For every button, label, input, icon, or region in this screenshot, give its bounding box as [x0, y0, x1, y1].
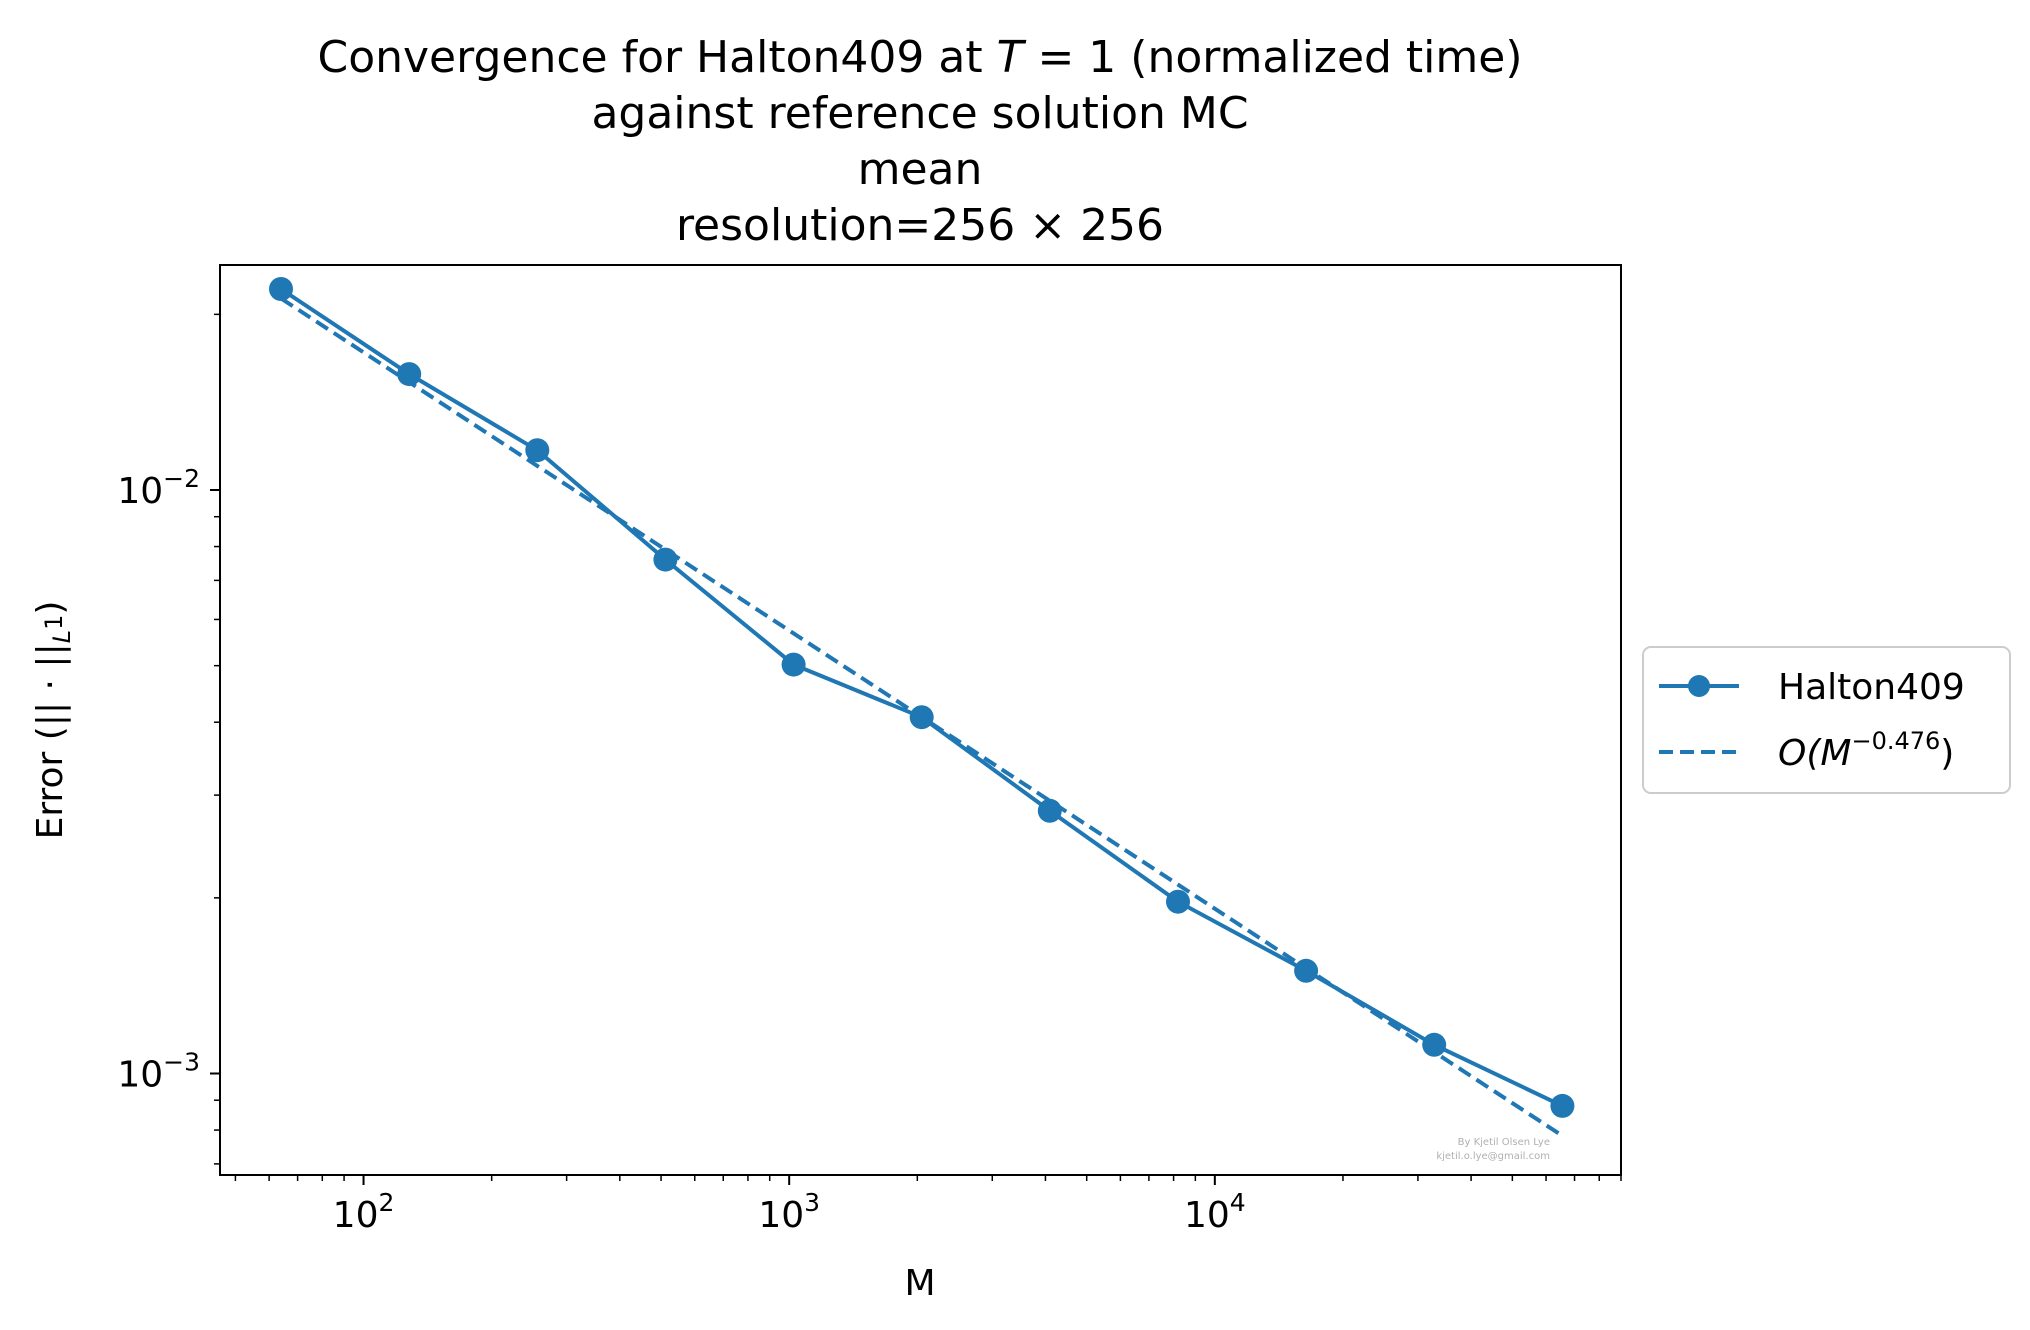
- series-halton409-points: [269, 277, 1575, 1118]
- title-line-2: against reference solution MC: [591, 88, 1248, 139]
- y-axis-ticks: [210, 313, 220, 1165]
- plot-area-frame: [219, 264, 1622, 1176]
- x-axis-tick-labels: 102 103 104: [333, 1188, 1246, 1236]
- legend: Halton409 O(M−0.476): [1642, 646, 2011, 794]
- legend-label-halton409: Halton409: [1778, 667, 1965, 708]
- x-tick-label: 102: [333, 1188, 395, 1236]
- data-point: [781, 652, 806, 677]
- chart-title: Convergence for Halton409 at T = 1 (norm…: [317, 32, 1522, 251]
- legend-entry-fit: O(M−0.476): [1659, 727, 1954, 774]
- x-tick-label: 103: [758, 1188, 820, 1236]
- x-tick-label: 104: [1184, 1188, 1246, 1236]
- data-point: [653, 547, 678, 572]
- data-point: [1422, 1032, 1447, 1057]
- watermark-line-1: By Kjetil Olsen Lye: [1458, 1137, 1550, 1148]
- y-tick-label: 10−2: [117, 464, 200, 512]
- x-axis-ticks: [234, 1175, 1622, 1185]
- legend-marker-halton409: [1688, 675, 1710, 697]
- data-point: [397, 362, 422, 387]
- x-axis-label: M: [904, 1263, 935, 1304]
- y-tick-label: 10−3: [117, 1048, 200, 1096]
- data-point: [1294, 958, 1319, 983]
- series-group: [269, 277, 1575, 1138]
- series-halton409-line: [279, 287, 1564, 1108]
- title-line-1: Convergence for Halton409 at T = 1 (norm…: [317, 32, 1522, 83]
- data-point: [525, 438, 550, 463]
- data-point: [1037, 798, 1062, 823]
- watermark: By Kjetil Olsen Lye kjetil.o.lye@gmail.c…: [1436, 1137, 1550, 1162]
- legend-label-fit: O(M−0.476): [1778, 727, 1954, 774]
- data-point: [269, 277, 293, 301]
- data-point: [909, 705, 934, 730]
- title-line-4: resolution=256 × 256: [676, 200, 1164, 251]
- data-point: [1166, 889, 1190, 914]
- y-axis-tick-labels: 10−3 10−2: [117, 464, 200, 1096]
- y-axis-label: Error (|| · ||L1): [30, 601, 76, 840]
- watermark-line-2: kjetil.o.lye@gmail.com: [1436, 1151, 1550, 1162]
- title-line-3: mean: [858, 144, 983, 195]
- data-point: [1550, 1093, 1575, 1118]
- legend-box: [1642, 646, 2011, 794]
- legend-entry-halton409: Halton409: [1659, 667, 1965, 708]
